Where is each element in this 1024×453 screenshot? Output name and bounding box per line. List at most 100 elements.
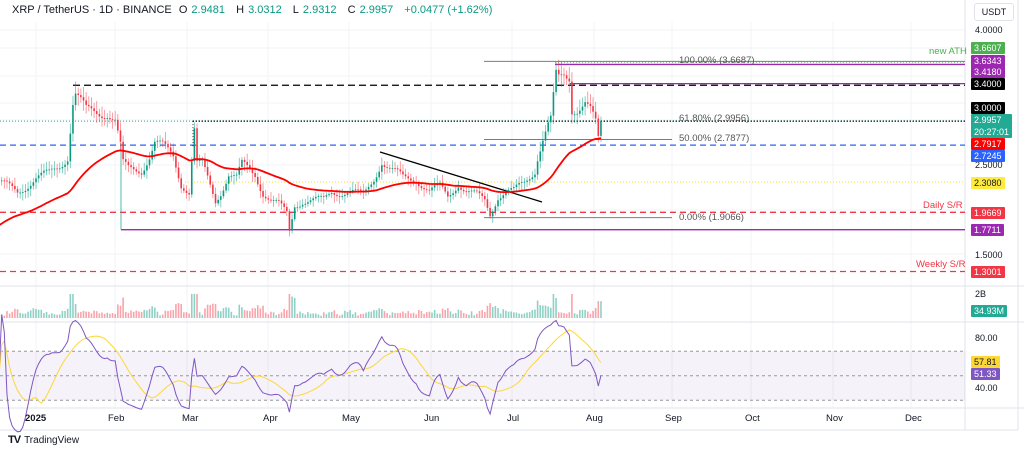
candle-body [341,196,344,197]
volume-bar [357,315,359,318]
volume-bar [135,310,138,318]
volume-bar [98,313,101,318]
volume-bar [441,308,444,318]
candle-body [428,189,431,191]
candle-body [217,199,219,204]
candle-body [359,189,362,191]
volume-bar [452,313,454,318]
candle-body [478,191,481,194]
candle-body [307,202,309,204]
candle-body [592,106,594,112]
volume-bar [420,311,423,318]
candle-body [6,180,8,182]
volume-bar [312,313,314,318]
volume-bar [388,315,391,318]
volume-bar [402,311,404,318]
candle-body [196,128,198,161]
volume-bar [3,315,6,318]
candle-body [402,171,404,175]
candle-body [243,159,246,162]
volume-bar [563,312,565,318]
candle-body [531,177,534,180]
candle-body [378,171,380,178]
volume-bar [154,307,156,318]
time-label: Nov [826,413,843,424]
ath-price-tag: 3.6607 [971,42,1005,54]
candle-body [317,196,320,197]
volume-bar [288,294,291,318]
volume-bar [132,311,135,318]
volume-bar [24,313,27,318]
candle-body [499,198,502,201]
candle-body [111,119,114,121]
blue-level-tag: 2.7245 [971,150,1005,162]
candle-body [61,167,64,169]
volume-bar [359,313,362,318]
weekly-sr-tag: 1.3001 [971,266,1005,278]
time-label: Aug [586,413,603,424]
volume-bar [571,294,573,318]
volume-bar [473,315,476,318]
candle-body [177,167,180,179]
symbol-title[interactable]: XRP / TetherUS · 1D · BINANCE [12,4,172,16]
candle-body [354,189,357,191]
volume-bar [291,296,293,318]
volume-bar [404,313,407,318]
time-label: Jun [424,413,440,424]
candle-body [528,179,531,181]
candle-body [101,116,103,119]
candle-body [80,95,82,98]
volume-bar [436,313,439,318]
volume-bar [481,310,483,318]
volume-bar [505,310,507,318]
candle-body [156,140,159,142]
volume-bar [201,314,204,318]
candle-body [539,151,542,162]
volume-tag: 34.93M [971,305,1008,317]
volume-bar [29,310,32,318]
tradingview-logo[interactable]: TV TradingView [8,434,80,446]
candle-body [138,171,140,174]
currency-button[interactable]: USDT [974,3,1014,21]
candle-body [481,193,483,196]
candle-body [106,118,109,119]
volume-bar [90,313,93,318]
candle-body [460,187,462,190]
candle-body [600,121,602,136]
volume-bar [111,313,114,318]
candle-body [19,192,21,194]
candle-body [82,97,85,101]
candle-body [29,185,32,189]
candle-body [259,184,262,192]
volume-bar [185,312,188,318]
volume-bar [206,304,209,318]
candle-body [151,150,153,160]
volume-bar [375,310,378,318]
volume-bar [586,311,589,318]
volume-bar [95,311,98,318]
volume-bar [140,311,143,318]
candle-body [325,195,328,197]
purple-low-tag: 1.7711 [971,224,1004,236]
ema-line [0,137,602,226]
candle-body [420,186,423,189]
volume-bar [391,312,394,318]
volume-bar [188,313,190,318]
candle-body [235,174,238,176]
candle-body [272,200,275,201]
volume-bar [544,305,547,318]
volume-bar [119,305,122,318]
candle-body [114,119,116,121]
volume-bar [8,313,11,318]
candle-body [58,168,61,170]
candle-body [251,168,254,174]
candle-body [573,114,576,116]
volume-bar [557,312,560,318]
tradingview-logo-icon: TV [8,434,21,446]
volume-bar [581,309,584,318]
candle-body [40,172,43,176]
candle-body [433,185,436,188]
candle-body [452,193,454,196]
candle-body [16,189,19,193]
